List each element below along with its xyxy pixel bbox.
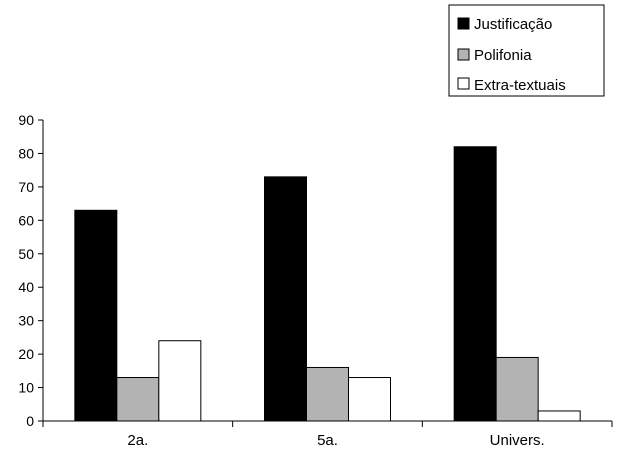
legend: Justificação Polifonia Extra-textuais [449, 5, 604, 96]
x-category-label: Univers. [490, 432, 545, 449]
legend-label-extra-textuais: Extra-textuais [474, 77, 566, 94]
bar-extra-textuais-2 [349, 378, 391, 421]
legend-swatch-extra-textuais [458, 78, 469, 89]
legend-label-polifonia: Polifonia [474, 47, 532, 64]
legend-swatch-polifonia [458, 49, 469, 60]
y-tick-label: 90 [18, 112, 34, 128]
bar-justifica-o-1 [75, 210, 117, 421]
y-tick-label: 40 [18, 279, 34, 295]
y-tick-label: 30 [18, 313, 34, 329]
bar-extra-textuais-1 [159, 341, 201, 421]
bar-justifica-o-2 [265, 177, 307, 421]
x-category-label: 5a. [317, 432, 338, 449]
y-tick-label: 10 [18, 380, 34, 396]
y-tick-label: 60 [18, 212, 34, 228]
y-tick-label: 0 [26, 413, 34, 429]
y-tick-label: 50 [18, 246, 34, 262]
bar-polifonia-2 [307, 367, 349, 421]
y-tick-label: 20 [18, 346, 34, 362]
legend-swatch-justificacao [458, 18, 469, 29]
bar-justifica-o-3 [454, 147, 496, 421]
plot-area: 0 10 20 30 40 50 60 70 80 90 2a. 5a. Univers. [18, 112, 612, 449]
bar-polifonia-1 [117, 378, 159, 421]
x-category-label: 2a. [127, 432, 148, 449]
y-tick-label: 80 [18, 145, 34, 161]
bar-extra-textuais-3 [538, 411, 580, 421]
y-tick-label: 70 [18, 179, 34, 195]
bar-polifonia-3 [496, 357, 538, 421]
legend-label-justificacao: Justificação [474, 16, 552, 33]
